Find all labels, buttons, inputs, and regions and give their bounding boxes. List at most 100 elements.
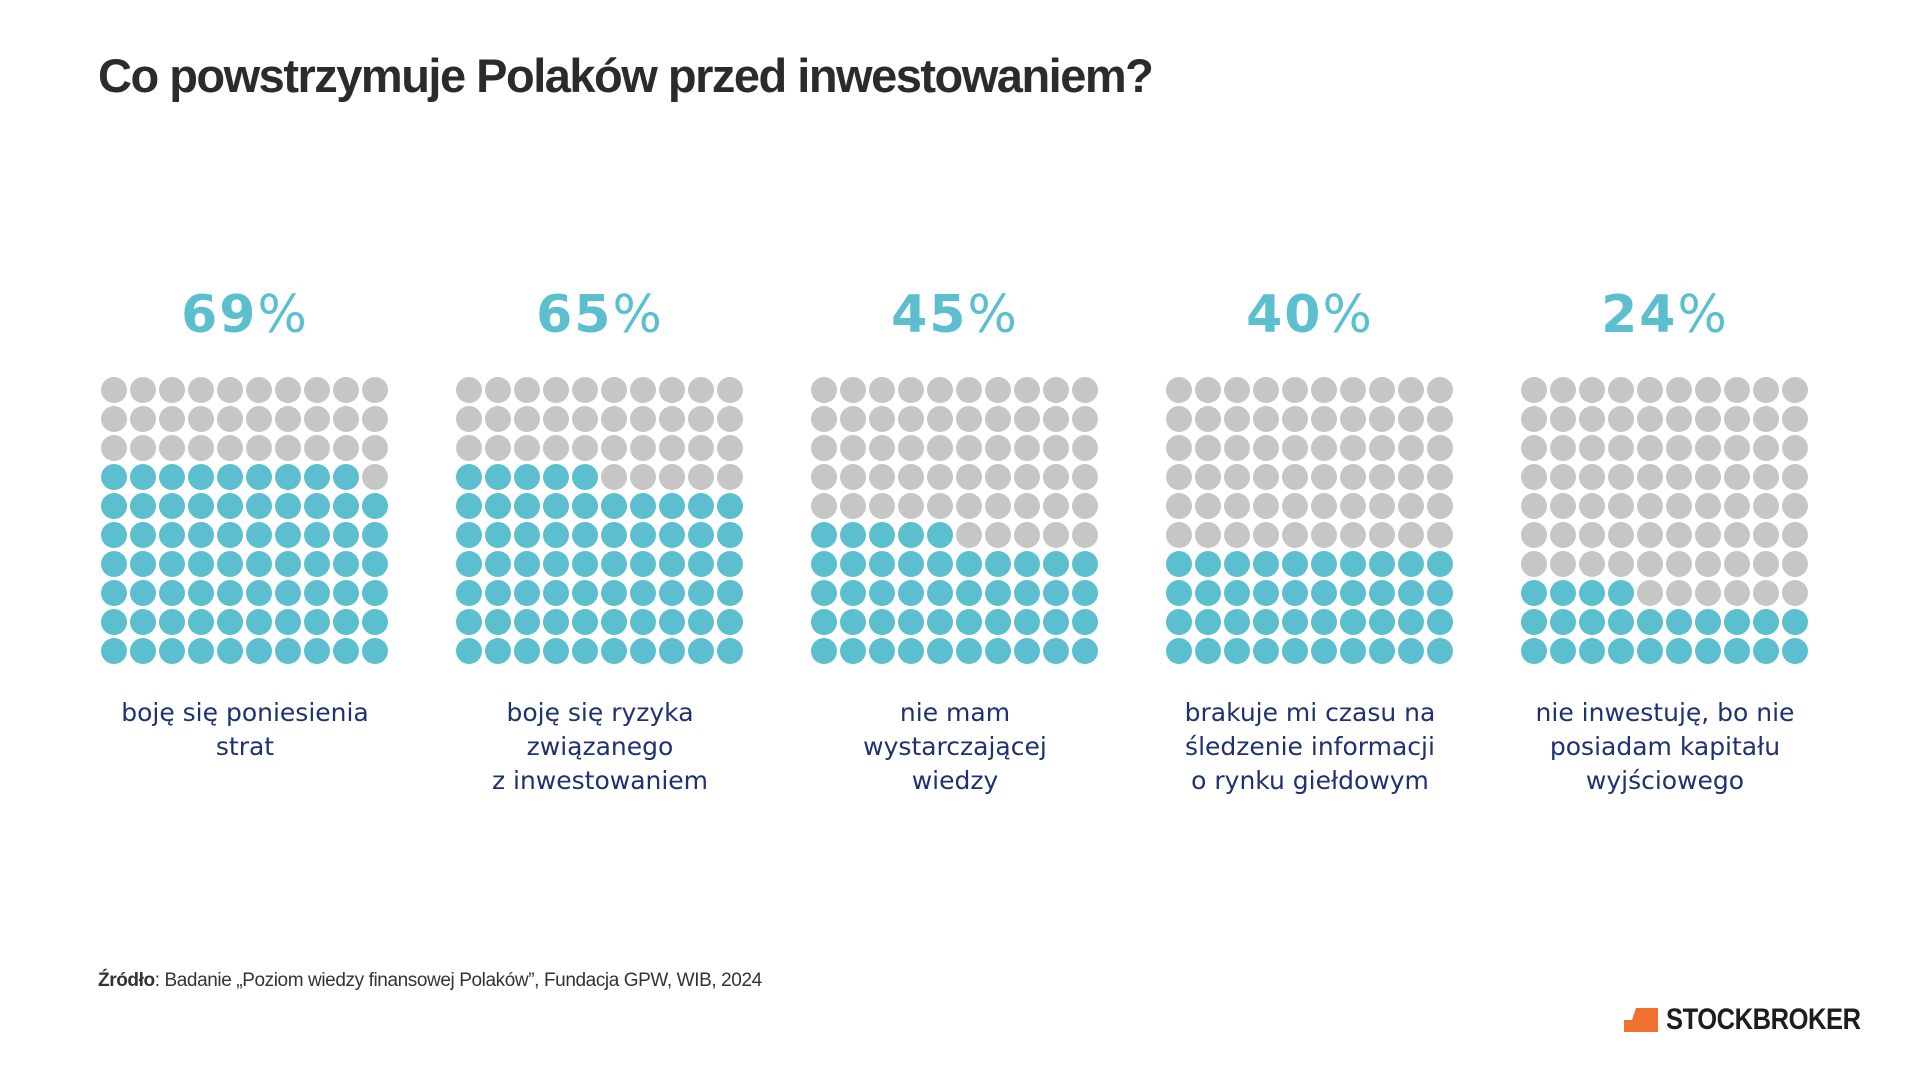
waffle-dot-empty bbox=[1637, 522, 1663, 548]
waffle-dot-filled bbox=[333, 580, 359, 606]
waffle-dot-filled bbox=[362, 609, 388, 635]
waffle-dot-empty bbox=[1608, 551, 1634, 577]
waffle-dot-empty bbox=[1753, 580, 1779, 606]
waffle-dot-empty bbox=[1579, 551, 1605, 577]
waffle-dot-filled bbox=[304, 464, 330, 490]
waffle-dot-filled bbox=[1014, 609, 1040, 635]
waffle-dot-filled bbox=[333, 551, 359, 577]
waffle-dot-filled bbox=[601, 493, 627, 519]
waffle-dot-filled bbox=[1608, 638, 1634, 664]
waffle-dot-filled bbox=[159, 551, 185, 577]
waffle-dot-filled bbox=[630, 522, 656, 548]
waffle-dot-empty bbox=[1224, 522, 1250, 548]
waffle-dot-filled bbox=[485, 464, 511, 490]
waffle-dot-empty bbox=[1166, 522, 1192, 548]
waffle-dot-filled bbox=[333, 493, 359, 519]
waffle-dot-empty bbox=[485, 435, 511, 461]
waffle-dot-filled bbox=[1579, 609, 1605, 635]
waffle-dot-filled bbox=[246, 522, 272, 548]
waffle-dot-empty bbox=[927, 435, 953, 461]
logo-text: STOCKBROKER bbox=[1666, 1003, 1861, 1036]
waffle-dot-empty bbox=[1043, 406, 1069, 432]
percent-value: 65% bbox=[435, 280, 765, 350]
waffle-dot-filled bbox=[275, 609, 301, 635]
waffle-dot-filled bbox=[811, 609, 837, 635]
category-label: brakuje mi czasu na śledzenie informacji… bbox=[1184, 698, 1436, 795]
waffle-dot-empty bbox=[1072, 464, 1098, 490]
waffle-dot-filled bbox=[485, 609, 511, 635]
waffle-dot-filled bbox=[1224, 609, 1250, 635]
waffle-panel: 24% nie inwestuję, bo nie posiadam kapit… bbox=[1500, 280, 1830, 798]
waffle-dot-filled bbox=[659, 522, 685, 548]
waffle-dot-empty bbox=[927, 406, 953, 432]
waffle-dot-empty bbox=[1695, 406, 1721, 432]
waffle-dot-filled bbox=[1072, 638, 1098, 664]
waffle-panel: 65% boję się ryzyka związanego z inwesto… bbox=[435, 280, 765, 798]
waffle-dot-empty bbox=[1637, 580, 1663, 606]
waffle-dot-filled bbox=[456, 464, 482, 490]
source-label: Źródło bbox=[98, 970, 155, 991]
waffle-dot-filled bbox=[101, 580, 127, 606]
waffle-dot-filled bbox=[188, 464, 214, 490]
waffle-dot-empty bbox=[333, 435, 359, 461]
waffle-dot-empty bbox=[333, 377, 359, 403]
waffle-dot-filled bbox=[840, 638, 866, 664]
waffle-dot-filled bbox=[456, 638, 482, 664]
waffle-dot-empty bbox=[188, 435, 214, 461]
waffle-dot-filled bbox=[840, 580, 866, 606]
waffle-dot-empty bbox=[927, 377, 953, 403]
waffle-dot-filled bbox=[869, 551, 895, 577]
waffle-dot-filled bbox=[130, 551, 156, 577]
waffle-dot-empty bbox=[1014, 522, 1040, 548]
waffle-dot-empty bbox=[514, 377, 540, 403]
waffle-dot-filled bbox=[217, 609, 243, 635]
waffle-dot-filled bbox=[1014, 638, 1040, 664]
waffle-dot-empty bbox=[1550, 435, 1576, 461]
waffle-dot-filled bbox=[130, 522, 156, 548]
waffle-dot-empty bbox=[688, 435, 714, 461]
waffle-dot-filled bbox=[1224, 638, 1250, 664]
waffle-panel: 40% brakuje mi czasu na śledzenie inform… bbox=[1145, 280, 1475, 798]
waffle-dot-filled bbox=[1224, 580, 1250, 606]
waffle-dot-filled bbox=[572, 522, 598, 548]
waffle-dot-empty bbox=[840, 377, 866, 403]
waffle-dot-filled bbox=[159, 609, 185, 635]
waffle-panel: 45% nie mam wystarczającej wiedzy bbox=[790, 280, 1120, 798]
waffle-dot-filled bbox=[1724, 638, 1750, 664]
waffle-dot-empty bbox=[956, 406, 982, 432]
waffle-dot-filled bbox=[688, 609, 714, 635]
waffle-dot-empty bbox=[1014, 406, 1040, 432]
waffle-dot-empty bbox=[1311, 493, 1337, 519]
waffle-dot-filled bbox=[601, 638, 627, 664]
waffle-dot-empty bbox=[1282, 522, 1308, 548]
waffle-dot-empty bbox=[159, 406, 185, 432]
waffle-dot-filled bbox=[688, 493, 714, 519]
waffle-dot-empty bbox=[572, 406, 598, 432]
waffle-dot-filled bbox=[1043, 580, 1069, 606]
waffle-dot-filled bbox=[811, 522, 837, 548]
waffle-dot-filled bbox=[1340, 638, 1366, 664]
waffle-dot-filled bbox=[1398, 638, 1424, 664]
waffle-dot-empty bbox=[1521, 551, 1547, 577]
waffle-dot-empty bbox=[1695, 522, 1721, 548]
waffle-dot-empty bbox=[956, 377, 982, 403]
waffle-dot-filled bbox=[688, 638, 714, 664]
waffle-dot-filled bbox=[217, 580, 243, 606]
waffle-dot-filled bbox=[811, 638, 837, 664]
waffle-dot-empty bbox=[1666, 580, 1692, 606]
waffle-dot-empty bbox=[246, 406, 272, 432]
waffle-dot-empty bbox=[1521, 522, 1547, 548]
percent-number: 45 bbox=[891, 285, 968, 345]
waffle-dot-empty bbox=[630, 435, 656, 461]
waffle-dot-empty bbox=[717, 464, 743, 490]
percent-number: 24 bbox=[1601, 285, 1678, 345]
waffle-dot-filled bbox=[1427, 551, 1453, 577]
waffle-dot-empty bbox=[811, 406, 837, 432]
waffle-dot-filled bbox=[1043, 551, 1069, 577]
waffle-dot-empty bbox=[1637, 464, 1663, 490]
waffle-dot-filled bbox=[130, 638, 156, 664]
waffle-dot-filled bbox=[456, 551, 482, 577]
waffle-dot-filled bbox=[1014, 580, 1040, 606]
waffle-dot-filled bbox=[362, 638, 388, 664]
waffle-dot-filled bbox=[811, 551, 837, 577]
